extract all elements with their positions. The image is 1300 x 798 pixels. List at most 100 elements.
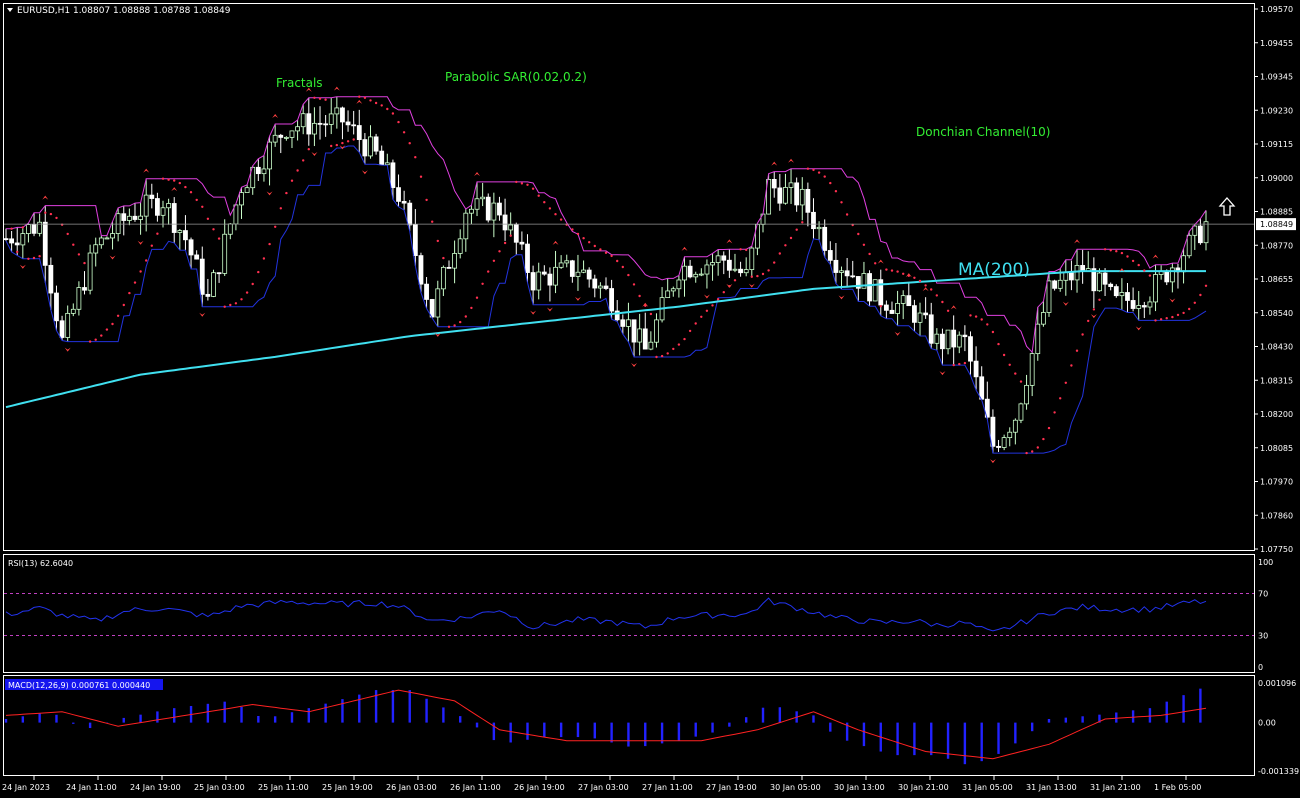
- sar-dot: [610, 254, 613, 258]
- macd-tick-label: -0.001339: [1258, 767, 1299, 776]
- sar-dot: [369, 99, 372, 102]
- macd-hist-bar: [1047, 718, 1051, 723]
- candle-body: [940, 333, 945, 350]
- sar-dot: [733, 279, 737, 282]
- macd-hist-bar: [576, 722, 580, 738]
- candle-body: [553, 266, 558, 286]
- fractal-down-marker: [361, 170, 368, 175]
- sar-dot: [571, 228, 574, 231]
- candle-body: [368, 136, 373, 157]
- candle-body: [474, 198, 480, 210]
- macd-hist-bar: [21, 716, 25, 723]
- candle-body: [205, 293, 211, 297]
- candle-body: [676, 279, 682, 290]
- sar-dot: [1014, 372, 1017, 375]
- sar-dot: [761, 272, 765, 276]
- sar-dot: [1154, 319, 1157, 322]
- candle-body: [138, 215, 143, 220]
- macd-hist-bar: [610, 722, 613, 743]
- price-tick-label: 1.08885: [1260, 208, 1293, 217]
- sar-dot: [632, 283, 636, 286]
- sar-dot: [184, 185, 187, 189]
- time-tick-label: 26 Jan 03:00: [386, 783, 437, 792]
- sar-dot: [274, 225, 277, 228]
- candle-body: [917, 312, 923, 323]
- price-tick-label: 1.09455: [1260, 39, 1293, 48]
- candle-body: [794, 182, 800, 206]
- price-tick-label: 1.09230: [1260, 106, 1293, 115]
- time-tick-label: 30 Jan 05:00: [770, 783, 821, 792]
- sar-dot: [212, 228, 215, 231]
- fractal-down-marker: [1135, 326, 1142, 331]
- sar-dot: [38, 255, 41, 258]
- sar-dot: [83, 261, 86, 265]
- sar-dot: [616, 259, 619, 263]
- sar-dot: [991, 330, 995, 334]
- candle-body: [480, 196, 486, 200]
- sar-dot: [453, 324, 456, 327]
- sar-dot: [700, 315, 703, 318]
- fractal-down-marker: [838, 295, 845, 300]
- candle-body: [126, 215, 132, 221]
- sar-dot: [537, 194, 540, 197]
- candle-body: [614, 310, 620, 321]
- sar-dot: [997, 342, 1000, 346]
- sar-dot: [447, 325, 451, 328]
- candle-body: [799, 188, 805, 206]
- sar-dot: [1182, 311, 1185, 315]
- macd-panel-frame: [3, 675, 1255, 776]
- sar-dot: [980, 318, 983, 321]
- sar-dot: [879, 305, 882, 308]
- sar-dot: [352, 138, 355, 141]
- candle-body: [564, 260, 570, 264]
- fractal-down-marker: [1090, 314, 1097, 319]
- macd-hist-bar: [492, 722, 496, 741]
- fractal-up-marker: [950, 305, 957, 310]
- fractal-up-marker: [42, 195, 49, 200]
- sar-dot: [1002, 353, 1006, 357]
- sar-dot: [1087, 319, 1090, 323]
- sar-dot: [857, 232, 860, 236]
- candle-body: [373, 136, 379, 152]
- macd-hist-bar: [1098, 714, 1101, 723]
- sar-dot: [1081, 333, 1084, 336]
- sar-dot: [307, 148, 310, 151]
- candle-body: [115, 213, 121, 234]
- symbol-dropdown-icon[interactable]: [7, 8, 13, 12]
- fractal-down-marker: [546, 307, 553, 312]
- macd-hist-bar: [744, 717, 748, 723]
- candle-body: [732, 268, 738, 271]
- candle-body: [721, 255, 727, 261]
- candle-body: [345, 121, 351, 126]
- sar-dot: [834, 190, 838, 193]
- candle-body: [87, 252, 93, 291]
- sar-dot: [649, 312, 653, 316]
- macd-hist-bar: [946, 722, 950, 759]
- price-tick-label: 1.08085: [1260, 444, 1293, 453]
- sar-dot: [10, 227, 13, 230]
- sar-dot: [745, 248, 748, 252]
- candle-body: [407, 202, 413, 226]
- sar-dot: [526, 183, 529, 186]
- sar-dot: [16, 250, 19, 254]
- fractal-down-marker: [137, 240, 144, 245]
- sar-dot: [1053, 411, 1056, 414]
- candle-body: [749, 247, 755, 270]
- candle-body: [654, 319, 659, 343]
- candle-body: [312, 122, 317, 135]
- rsi-tick-label: 30: [1258, 632, 1268, 641]
- candle-body: [3, 238, 9, 241]
- candle-body: [951, 329, 957, 348]
- fractal-up-marker: [356, 99, 363, 104]
- sar-dot: [935, 294, 938, 297]
- macd-hist-bar: [509, 722, 512, 743]
- sar-dot: [1199, 293, 1202, 297]
- candle-body: [642, 328, 648, 350]
- candle-body: [895, 303, 900, 314]
- price-tick-label: 1.07750: [1260, 545, 1293, 554]
- macd-hist-bar: [38, 713, 41, 723]
- candle-body: [295, 126, 300, 132]
- candle-body: [104, 237, 110, 240]
- sar-dot: [918, 279, 922, 283]
- candle-body: [923, 312, 929, 316]
